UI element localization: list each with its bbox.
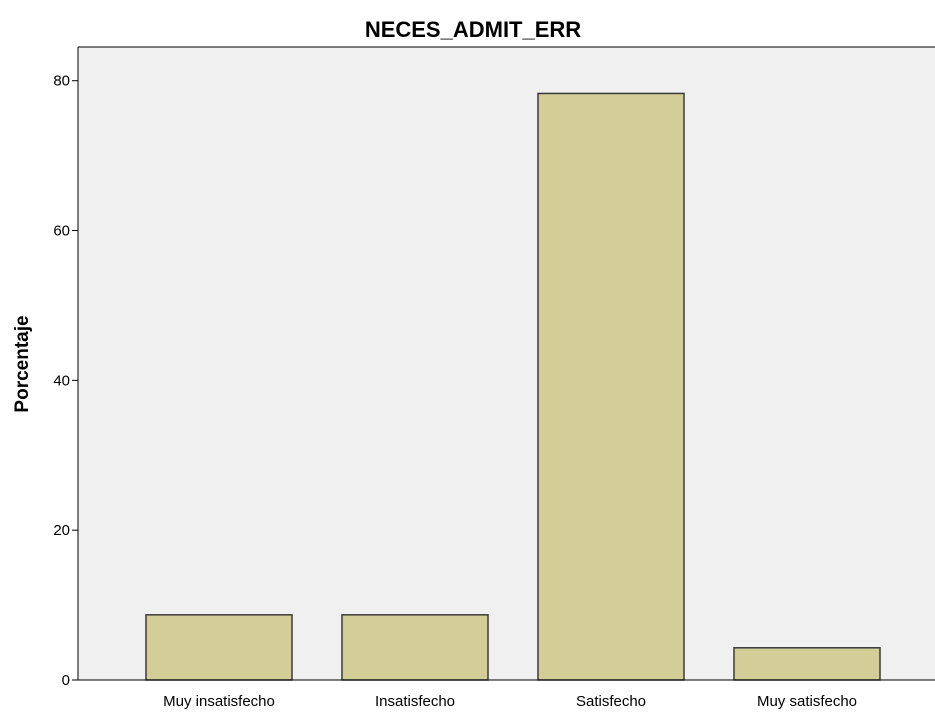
y-tick-label: 20 — [53, 522, 70, 539]
y-axis-label: Porcentaje — [12, 315, 33, 412]
bar-satisfecho — [537, 92, 685, 681]
y-tick-label: 80 — [53, 73, 70, 90]
x-tick-label: Insatisfecho — [375, 693, 455, 709]
y-tick-label: 0 — [62, 672, 70, 689]
chart-title: NECES_ADMIT_ERR — [365, 17, 581, 42]
x-labels-layer: Muy insatisfecho Insatisfecho Satisfecho Mu… — [163, 693, 857, 710]
y-tick-label: 40 — [53, 372, 70, 389]
x-tick-label: Satisfecho — [576, 693, 646, 709]
y-ticks-layer: 0 20 40 60 80 — [53, 73, 78, 689]
x-tick-label: Muy satisfecho — [757, 693, 857, 709]
bars-layer — [145, 92, 881, 681]
plot-background — [78, 47, 935, 680]
bar-muy-satisfecho — [733, 647, 881, 681]
x-tick-label: Muy insatisfecho — [163, 693, 275, 709]
y-tick-label: 60 — [53, 223, 70, 240]
bar-insatisfecho — [341, 614, 489, 681]
bar-muy-insatisfecho — [145, 614, 293, 681]
